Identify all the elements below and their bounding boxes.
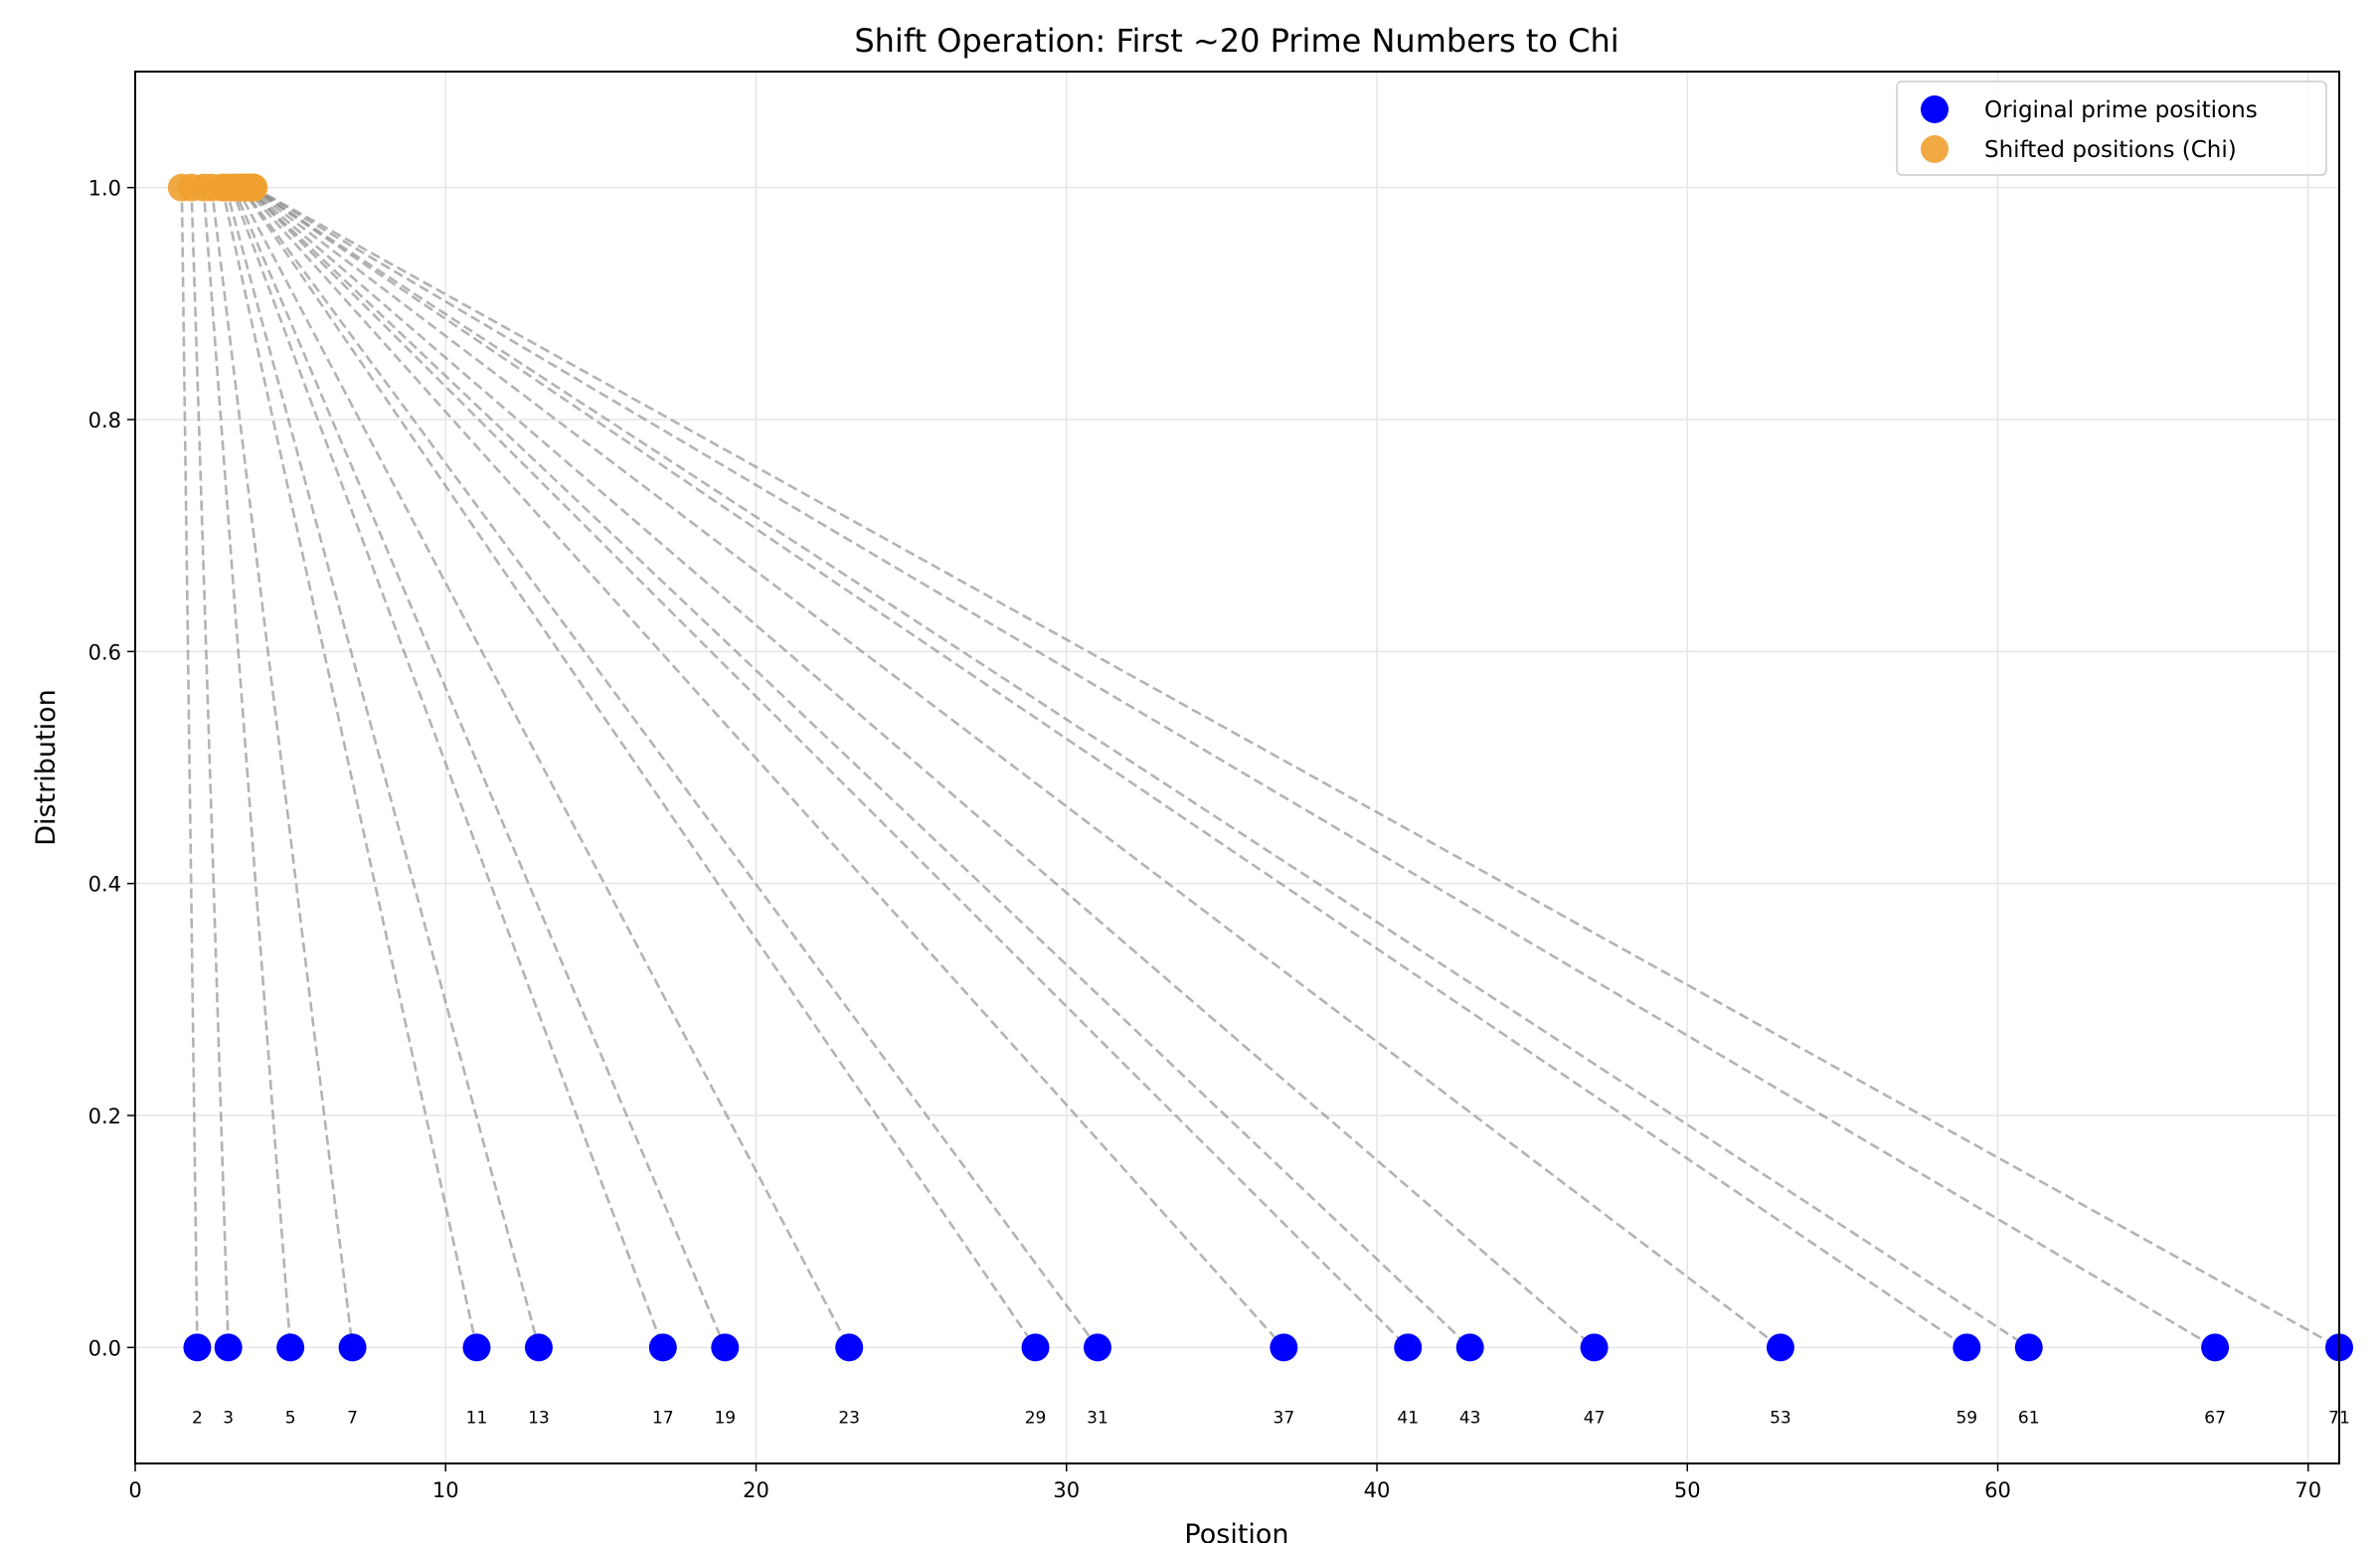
prime-label: 43 [1459, 1408, 1481, 1428]
x-tick-label: 60 [1984, 1478, 2011, 1502]
connector-line [252, 186, 2216, 1349]
prime-point [2201, 1333, 2230, 1362]
legend-marker-shifted [1921, 135, 1949, 163]
connector-line [251, 186, 1968, 1349]
prime-point [1083, 1333, 1111, 1362]
connector-line [241, 186, 1100, 1349]
prime-label: 41 [1397, 1408, 1419, 1428]
prime-point [524, 1333, 553, 1362]
plot-frame [134, 71, 2340, 1464]
prime-point [276, 1333, 305, 1362]
prime-label: 17 [652, 1408, 674, 1428]
prime-label: 7 [347, 1408, 358, 1428]
prime-label: 59 [1955, 1408, 1977, 1428]
prime-point [1766, 1333, 1794, 1362]
prime-label: 5 [285, 1408, 296, 1428]
y-tick-label: 0.0 [88, 1336, 121, 1360]
x-tick-label: 20 [743, 1478, 769, 1502]
prime-point [648, 1333, 677, 1362]
connector-line [247, 186, 1596, 1349]
prime-label: 31 [1087, 1408, 1108, 1428]
connector-line [230, 187, 665, 1348]
legend-marker-original [1921, 95, 1949, 123]
prime-label: 61 [2018, 1408, 2040, 1428]
prime-label: 67 [2204, 1408, 2226, 1428]
legend-label-shifted: Shifted positions (Chi) [1984, 137, 2237, 163]
prime-point [1580, 1333, 1609, 1362]
x-tick-label: 30 [1053, 1478, 1080, 1502]
x-tick-label: 10 [432, 1478, 459, 1502]
grid [134, 72, 2339, 1463]
connector-line [224, 187, 541, 1348]
connector-line [244, 186, 1285, 1349]
shifted-point [240, 173, 268, 202]
connector-line [251, 186, 2030, 1349]
prime-point [338, 1333, 367, 1362]
y-axis-label: Distribution [31, 689, 62, 846]
connector-line [240, 186, 1037, 1349]
prime-label: 53 [1770, 1408, 1791, 1428]
prime-point [711, 1333, 740, 1362]
prime-point [1953, 1333, 1981, 1362]
prime-point [214, 1333, 243, 1362]
x-axis-label: Position [1184, 1519, 1288, 1543]
prime-point [462, 1333, 491, 1362]
connector-line [246, 186, 1471, 1349]
connector-line [253, 186, 2340, 1349]
y-tick-label: 0.2 [88, 1105, 121, 1128]
x-tick-label: 40 [1364, 1478, 1391, 1502]
prime-point [1021, 1333, 1050, 1362]
prime-label: 29 [1025, 1408, 1047, 1428]
prime-label: 37 [1274, 1408, 1295, 1428]
prime-point [1394, 1333, 1423, 1362]
chart-title: Shift Operation: First ~20 Prime Numbers… [854, 22, 1618, 60]
prime-label: 3 [223, 1408, 234, 1428]
legend-label-original: Original prime positions [1984, 97, 2258, 123]
connector-line [249, 186, 1782, 1349]
connector-line [210, 187, 354, 1348]
ticks: 0 10 20 30 40 50 60 70 0.0 0.2 0.4 0.6 0.8 1.0 [88, 177, 2322, 1502]
y-tick-label: 0.4 [88, 873, 121, 897]
legend: Original prime positions Shifted positio… [1896, 81, 2327, 176]
prime-point [183, 1333, 212, 1362]
prime-label: 2 [192, 1408, 203, 1428]
prime-label: 19 [714, 1408, 736, 1428]
connector-line [236, 187, 851, 1348]
y-tick-label: 0.8 [88, 409, 121, 432]
x-tick-label: 70 [2295, 1478, 2321, 1502]
prime-label: 11 [466, 1408, 488, 1428]
point-labels: 2 3 5 7 11 13 17 19 23 29 31 37 41 43 47 53 59 61 67 71 [192, 1408, 2350, 1428]
connector-line [221, 187, 478, 1348]
prime-point [1455, 1333, 1484, 1362]
points [167, 173, 2353, 1362]
x-tick-label: 0 [128, 1478, 141, 1502]
y-tick-label: 0.6 [88, 640, 121, 664]
prime-label: 13 [528, 1408, 550, 1428]
x-tick-label: 50 [1674, 1478, 1701, 1502]
prime-label: 23 [838, 1408, 860, 1428]
prime-point [2014, 1333, 2043, 1362]
prime-point [835, 1333, 864, 1362]
connector-line [232, 187, 727, 1348]
prime-point [1270, 1333, 1298, 1362]
connector-line [245, 186, 1410, 1349]
y-tick-label: 1.0 [88, 177, 121, 201]
connector-lines [180, 186, 2340, 1349]
prime-label: 47 [1584, 1408, 1606, 1428]
